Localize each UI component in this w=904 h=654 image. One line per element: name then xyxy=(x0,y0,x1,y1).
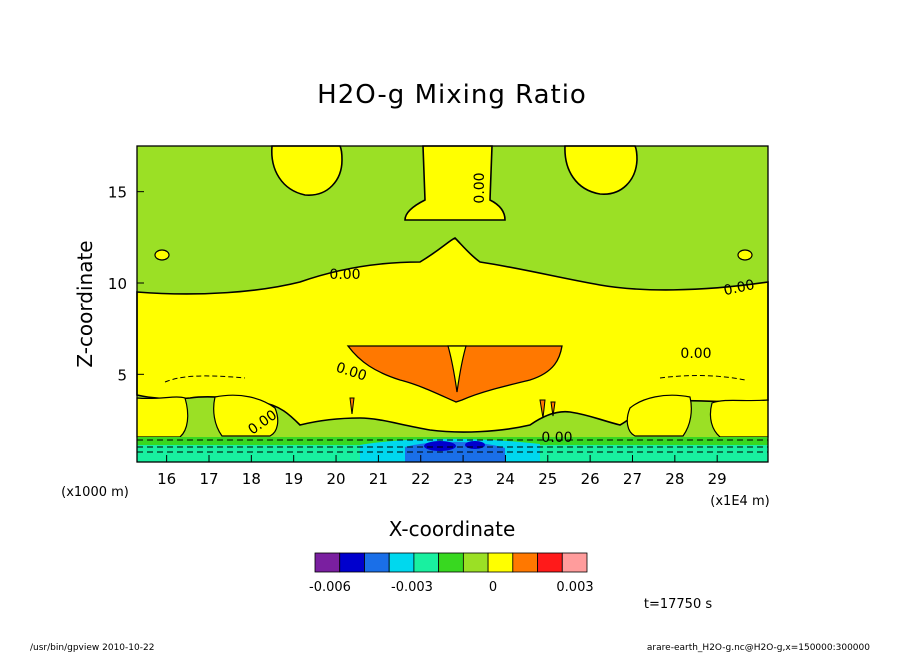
colorbar-swatch xyxy=(314,552,341,573)
yellow-blob-left xyxy=(154,249,170,261)
dark-blue-core xyxy=(465,441,485,449)
colorbar-labels: -0.006 -0.003 0 0.003 xyxy=(309,580,594,595)
colorbar-tick-label: -0.006 xyxy=(309,580,351,595)
x-tick-label: 20 xyxy=(326,470,345,488)
y-tick-label: 10 xyxy=(108,275,127,293)
yellow-lower-mid-left xyxy=(213,394,279,437)
x-unit-label: (x1E4 m) xyxy=(710,494,769,509)
x-tick-label: 19 xyxy=(284,470,303,488)
x-tick-label: 17 xyxy=(199,470,218,488)
y-tick-label: 15 xyxy=(108,184,127,202)
orange-spot xyxy=(550,401,556,417)
x-axis-label: X-coordinate xyxy=(389,517,516,541)
chart-title: H2O-g Mixing Ratio xyxy=(317,80,587,110)
y-tick-label: 5 xyxy=(117,366,127,384)
colorbar-swatch xyxy=(438,552,464,573)
orange-notch xyxy=(447,345,467,393)
x-tick-label: 27 xyxy=(623,470,642,488)
contour-label: 0.00 xyxy=(541,430,572,446)
colorbar xyxy=(314,552,588,573)
dashed-contours-mid xyxy=(164,375,746,383)
contour-label: 0.00 xyxy=(329,267,360,283)
yellow-top-center xyxy=(404,145,506,221)
yellow-blob-right xyxy=(737,249,753,261)
colorbar-swatch xyxy=(462,552,489,573)
x-tick-label: 25 xyxy=(538,470,557,488)
plot-frame xyxy=(136,145,769,463)
x-tick-label: 26 xyxy=(581,470,600,488)
colorbar-tick-label: 0.003 xyxy=(556,580,593,595)
colorbar-swatch xyxy=(413,552,440,573)
colorbar-swatch xyxy=(512,552,538,573)
plot-area: 0.00 0.00 0.00 0.00 0.00 0.00 0.00 16 17 1… xyxy=(108,145,769,488)
x-tick-label: 28 xyxy=(665,470,684,488)
colorbar-swatch xyxy=(339,552,365,573)
footer-right: arare-earth_H2O-g.nc@H2O-g,x=150000:3000… xyxy=(647,643,870,653)
colorbar-swatch xyxy=(364,552,390,573)
x-tick-label: 22 xyxy=(411,470,430,488)
contour-label: 0.00 xyxy=(722,277,756,299)
colorbar-swatch xyxy=(487,552,514,573)
colorbar-swatch xyxy=(537,552,563,573)
contour-label: 0.00 xyxy=(680,346,711,362)
contour-label: 0.00 xyxy=(472,172,488,203)
yellow-top-right xyxy=(564,145,638,195)
y-axis-label: Z-coordinate xyxy=(73,240,97,367)
colorbar-tick-label: 0 xyxy=(489,580,497,595)
x-tick-marks: 16 17 18 19 20 21 22 23 24 25 26 27 28 29 xyxy=(157,455,727,488)
yellow-lower-left xyxy=(136,396,189,438)
x-tick-label: 24 xyxy=(496,470,515,488)
colorbar-swatch xyxy=(561,552,588,573)
y-unit-label: (x1000 m) xyxy=(61,485,129,500)
colorbar-swatch xyxy=(388,552,415,573)
orange-spot xyxy=(349,397,355,415)
yellow-top-left xyxy=(271,145,343,196)
time-label: t=17750 s xyxy=(644,597,712,612)
x-tick-label: 23 xyxy=(454,470,473,488)
dark-blue-core xyxy=(424,441,456,451)
x-tick-label: 29 xyxy=(708,470,727,488)
colorbar-tick-label: -0.003 xyxy=(391,580,433,595)
x-tick-label: 21 xyxy=(369,470,388,488)
x-tick-label: 18 xyxy=(242,470,261,488)
orange-spot xyxy=(539,399,546,419)
x-tick-label: 16 xyxy=(157,470,176,488)
footer-left: /usr/bin/gpview 2010-10-22 xyxy=(30,643,154,653)
yellow-lower-right xyxy=(709,399,769,438)
dashed-contours xyxy=(137,439,768,453)
y-tick-marks: 5 10 15 xyxy=(108,184,144,384)
yellow-lower-mid-right xyxy=(626,394,692,437)
